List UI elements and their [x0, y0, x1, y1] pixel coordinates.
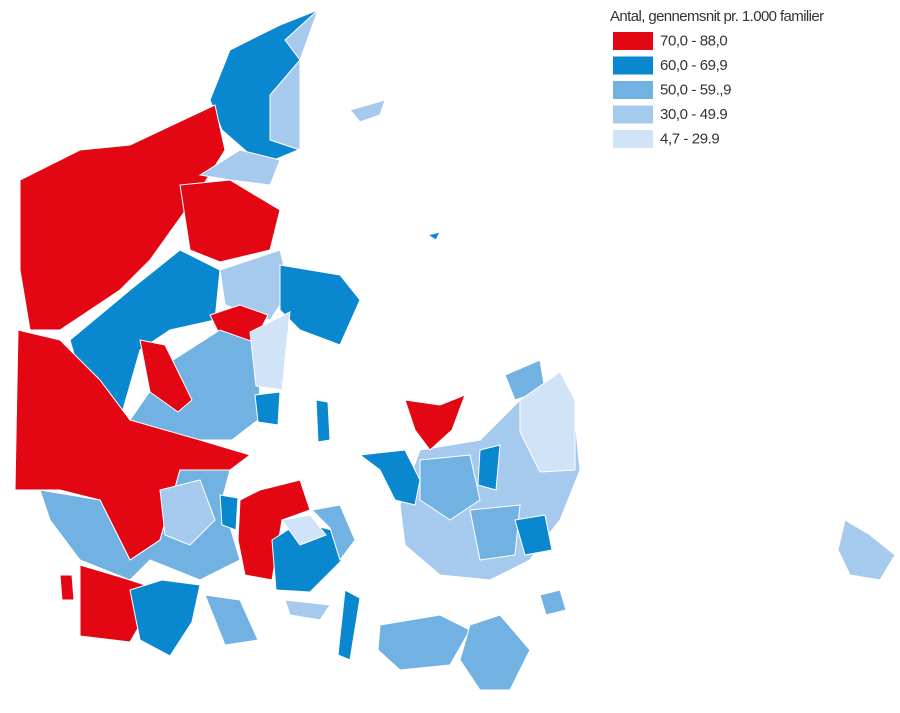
legend-title: Antal, gennemsnit pr. 1.000 familier	[610, 8, 824, 25]
region	[310, 504, 356, 562]
region	[337, 589, 361, 661]
legend-label: 30,0 - 49.9	[660, 106, 727, 123]
region	[349, 99, 386, 123]
legend-swatch	[613, 56, 653, 75]
region	[469, 504, 521, 561]
region	[426, 231, 441, 241]
legend-swatch	[613, 81, 653, 99]
region	[219, 494, 239, 531]
legend-swatch	[613, 32, 653, 50]
region	[281, 514, 327, 546]
region	[284, 9, 319, 62]
region	[377, 614, 471, 671]
region	[477, 444, 501, 491]
region	[139, 339, 193, 413]
region	[514, 514, 553, 556]
legend-label: 60,0 - 69,9	[660, 57, 727, 74]
region	[269, 58, 301, 151]
region	[539, 589, 567, 616]
region	[254, 391, 281, 426]
region	[315, 399, 331, 443]
region	[179, 179, 281, 263]
region	[204, 594, 259, 646]
region	[459, 614, 531, 691]
region	[519, 371, 576, 473]
region	[419, 454, 481, 521]
region	[249, 311, 291, 391]
region	[129, 579, 201, 657]
region	[19, 104, 226, 331]
region	[198, 149, 281, 186]
region	[837, 519, 896, 581]
region	[279, 264, 361, 346]
region	[404, 394, 466, 451]
legend-label: 70,0 - 88,0	[660, 32, 727, 49]
legend-label: 50,0 - 59.,9	[660, 81, 731, 98]
legend-swatch	[613, 130, 653, 148]
region	[159, 479, 216, 546]
region	[284, 599, 331, 621]
legend-label: 4,7 - 29.9	[660, 130, 719, 147]
legend-swatch	[613, 105, 653, 124]
region	[358, 449, 421, 506]
map-regions	[14, 9, 896, 691]
region	[59, 574, 75, 601]
legend: Antal, gennemsnit pr. 1.000 familier 70,…	[610, 8, 825, 148]
